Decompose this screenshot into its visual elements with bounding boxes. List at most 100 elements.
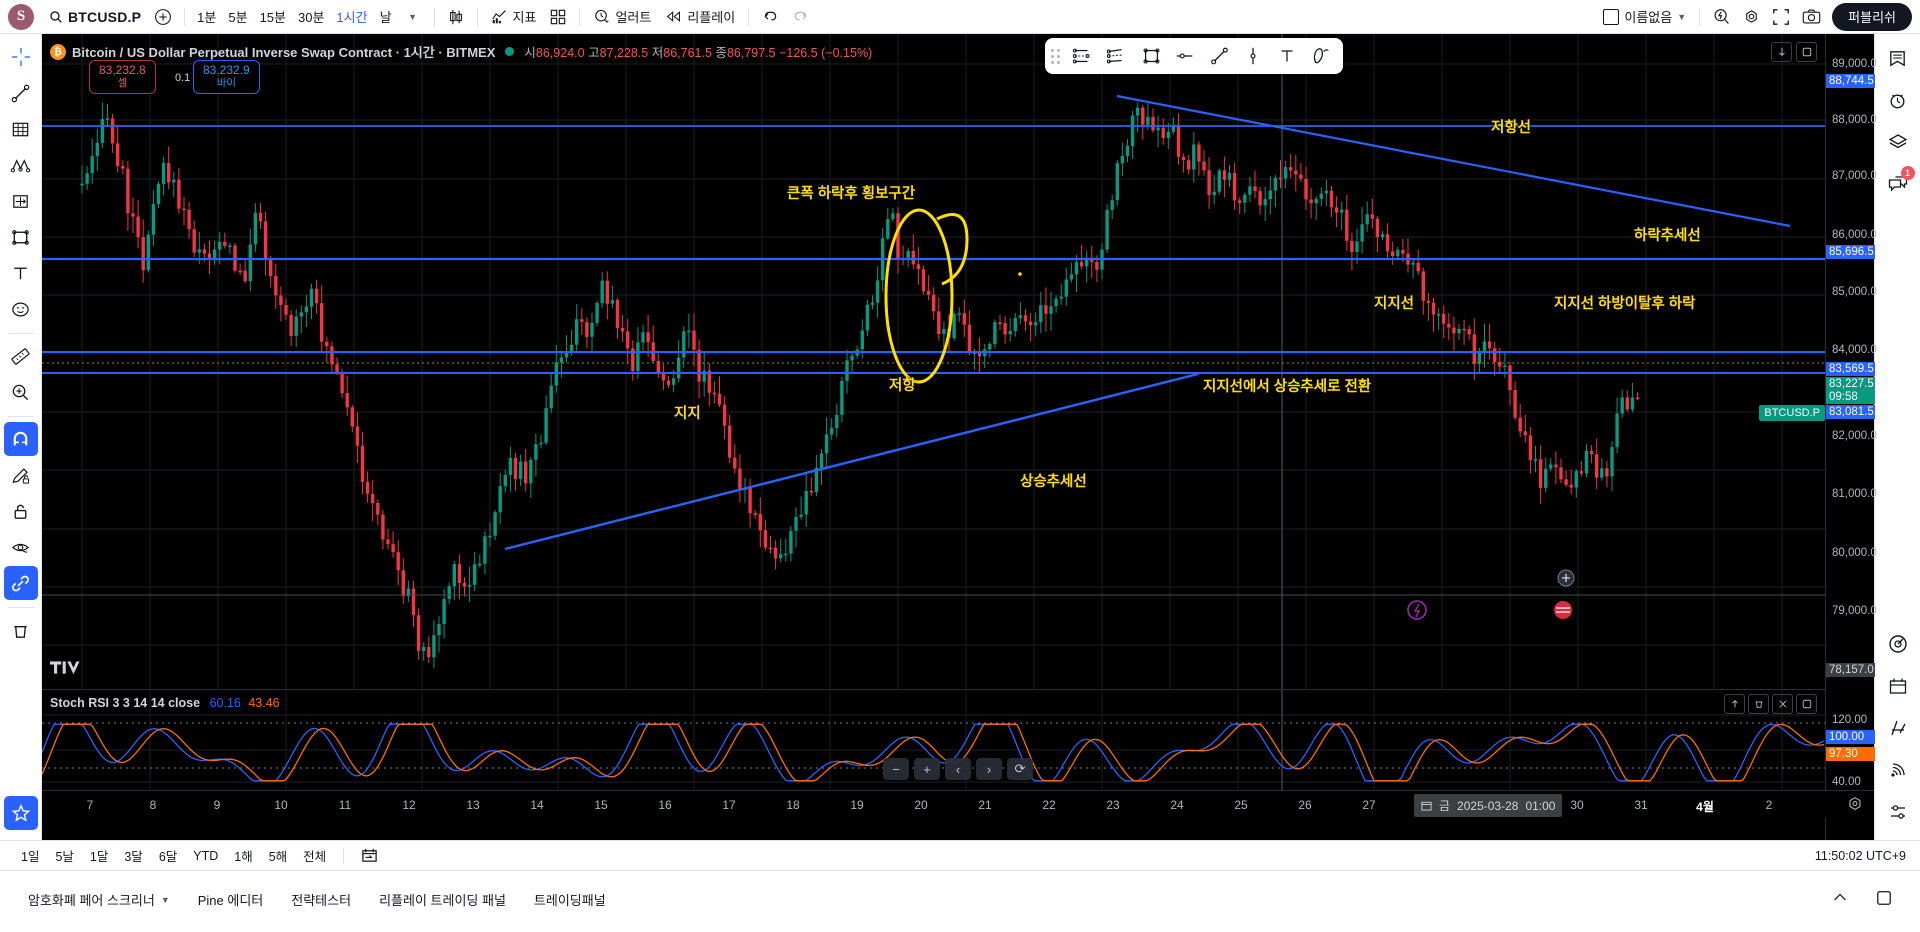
- maximize-pane-button[interactable]: [1796, 42, 1817, 62]
- add-symbol-button[interactable]: [148, 3, 178, 31]
- data-window-icon[interactable]: [1880, 124, 1916, 160]
- fullscreen-icon[interactable]: [1796, 694, 1817, 714]
- drawing-mode-tool[interactable]: [4, 458, 38, 492]
- calendar-icon[interactable]: [1880, 668, 1916, 704]
- panel-pine-editor[interactable]: Pine 에디터: [197, 893, 264, 908]
- sell-order-box[interactable]: 83,232.8 셀: [89, 60, 156, 94]
- delete-icon[interactable]: [1748, 694, 1769, 714]
- range-ytd[interactable]: YTD: [193, 848, 219, 863]
- zoom-in-tool[interactable]: [4, 375, 38, 409]
- favorites-tool[interactable]: [3, 796, 38, 830]
- text-tool[interactable]: [4, 256, 38, 290]
- publish-button[interactable]: 퍼블리쉬: [1832, 2, 1912, 31]
- timeframe-more-button[interactable]: ▼: [398, 3, 428, 31]
- trend-line-tool[interactable]: [4, 76, 38, 110]
- price-pane[interactable]: ₿ Bitcoin / US Dollar Perpetual Inverse …: [42, 34, 1825, 689]
- chat-icon[interactable]: 1: [1880, 166, 1916, 202]
- reset-chart-icon[interactable]: ⟳: [1007, 758, 1033, 780]
- lock-drawings-tool[interactable]: [4, 494, 38, 528]
- scroll-left-icon[interactable]: ‹: [945, 758, 971, 780]
- redo-button[interactable]: [785, 3, 815, 31]
- sync-drawings-tool[interactable]: [3, 566, 38, 600]
- snapshot-button[interactable]: [1796, 3, 1826, 31]
- notifications-icon[interactable]: [1880, 752, 1916, 788]
- magnet-tool[interactable]: [3, 422, 38, 456]
- high-label: 고: [588, 46, 600, 60]
- range-1d[interactable]: 1일: [21, 850, 40, 864]
- emoji-tool[interactable]: [4, 292, 38, 326]
- panel-trading[interactable]: 트레이딩패널: [533, 893, 606, 908]
- horizontal-ray-icon[interactable]: [1169, 41, 1201, 71]
- rectangle-icon[interactable]: [1135, 41, 1167, 71]
- trend-line-icon[interactable]: [1203, 41, 1235, 71]
- indicator-pane[interactable]: Stoch RSI 3 3 14 14 close 60.16 43.46: [42, 689, 1825, 790]
- panel-screener[interactable]: 암호화폐 페어 스크리너 ▼: [14, 885, 184, 914]
- hide-drawings-tool[interactable]: [4, 530, 38, 564]
- range-5d[interactable]: 5날: [55, 850, 74, 864]
- goto-date-button[interactable]: [354, 844, 385, 867]
- alerts-icon[interactable]: [1880, 82, 1916, 118]
- undo-button[interactable]: [755, 3, 785, 31]
- replay-button[interactable]: 리플레이: [658, 4, 742, 30]
- quick-search-button[interactable]: [1706, 3, 1736, 31]
- chart-title[interactable]: Bitcoin / US Dollar Perpetual Inverse Sw…: [72, 45, 496, 60]
- indicator-legend[interactable]: Stoch RSI 3 3 14 14 close 60.16 43.46: [50, 696, 280, 710]
- move-up-icon[interactable]: [1724, 694, 1745, 714]
- zoom-out-icon[interactable]: −: [883, 758, 909, 780]
- symbol-search-button[interactable]: BTCUSD.P: [42, 4, 148, 30]
- broker-icon[interactable]: [1880, 710, 1916, 746]
- watchlist-icon[interactable]: [1880, 40, 1916, 76]
- scroll-right-icon[interactable]: ›: [976, 758, 1002, 780]
- range-1m[interactable]: 1달: [89, 850, 109, 864]
- price-scale[interactable]: 89,000.0 88,744.5 88,000.0 87,000.0 86,0…: [1825, 34, 1877, 840]
- time-axis-settings-button[interactable]: [1846, 795, 1864, 813]
- ruler-tool[interactable]: [4, 339, 38, 373]
- range-6m[interactable]: 6달: [158, 850, 178, 864]
- vertical-line-icon[interactable]: [1237, 41, 1269, 71]
- alert-button[interactable]: 얼러트: [586, 4, 658, 30]
- timeframe-1d[interactable]: 날: [379, 10, 392, 25]
- chart-container[interactable]: ₿ Bitcoin / US Dollar Perpetual Inverse …: [42, 34, 1877, 840]
- range-3m[interactable]: 3달: [124, 850, 143, 864]
- panel-replay-trading[interactable]: 리플레이 트레이딩 패널: [379, 893, 506, 908]
- panel-maximize-button[interactable]: [1862, 885, 1906, 911]
- maximize-icon: [1877, 891, 1891, 905]
- remove-drawings-tool[interactable]: [4, 613, 38, 647]
- timeframe-30m[interactable]: 30분: [298, 10, 325, 25]
- crosshair-tool[interactable]: [4, 40, 38, 74]
- fullscreen-button[interactable]: [1766, 3, 1796, 31]
- toolbar-drag-handle[interactable]: [1051, 45, 1063, 67]
- range-all[interactable]: 전체: [303, 850, 327, 864]
- timeframe-1m[interactable]: 1분: [197, 10, 217, 25]
- parallel-channel-icon[interactable]: [1067, 41, 1099, 71]
- app-logo[interactable]: S: [8, 3, 34, 30]
- buy-order-box[interactable]: 83,232.9 바이: [193, 60, 260, 94]
- chart-settings-button[interactable]: [1736, 3, 1766, 31]
- timeframe-1h[interactable]: 1시간: [336, 10, 368, 25]
- settings-icon[interactable]: [1880, 794, 1916, 830]
- time-axis[interactable]: 7 8 9 10 11 12 13 14 15 16 17 18 19 20 2…: [42, 790, 1874, 818]
- pitchfork-tool[interactable]: [4, 148, 38, 182]
- brush-icon[interactable]: [1305, 41, 1337, 71]
- templates-button[interactable]: [543, 3, 573, 31]
- flat-channel-icon[interactable]: [1101, 41, 1133, 71]
- floating-drawing-toolbar[interactable]: [1045, 38, 1343, 74]
- rectangle-tool[interactable]: [4, 220, 38, 254]
- measure-pattern-tool[interactable]: [4, 184, 38, 218]
- text-icon[interactable]: [1271, 41, 1303, 71]
- zoom-in-icon[interactable]: +: [914, 758, 940, 780]
- range-5y[interactable]: 5해: [268, 850, 288, 864]
- lock-icon: [14, 504, 27, 519]
- chart-type-button[interactable]: [441, 3, 471, 31]
- indicators-button[interactable]: 지표: [484, 4, 544, 30]
- fib-retracement-tool[interactable]: [4, 112, 38, 146]
- timeframe-15m[interactable]: 15분: [259, 10, 286, 25]
- collapse-icon[interactable]: [1772, 694, 1793, 714]
- panel-strategy-tester[interactable]: 전략테스터: [291, 893, 352, 908]
- timeframe-5m[interactable]: 5분: [228, 10, 248, 25]
- ideas-icon[interactable]: [1880, 626, 1916, 662]
- layout-name-button[interactable]: 이름없음 ▼: [1596, 4, 1693, 30]
- panel-collapse-button[interactable]: [1818, 885, 1862, 911]
- minimize-pane-button[interactable]: [1771, 42, 1792, 62]
- range-1y[interactable]: 1해: [234, 850, 253, 864]
